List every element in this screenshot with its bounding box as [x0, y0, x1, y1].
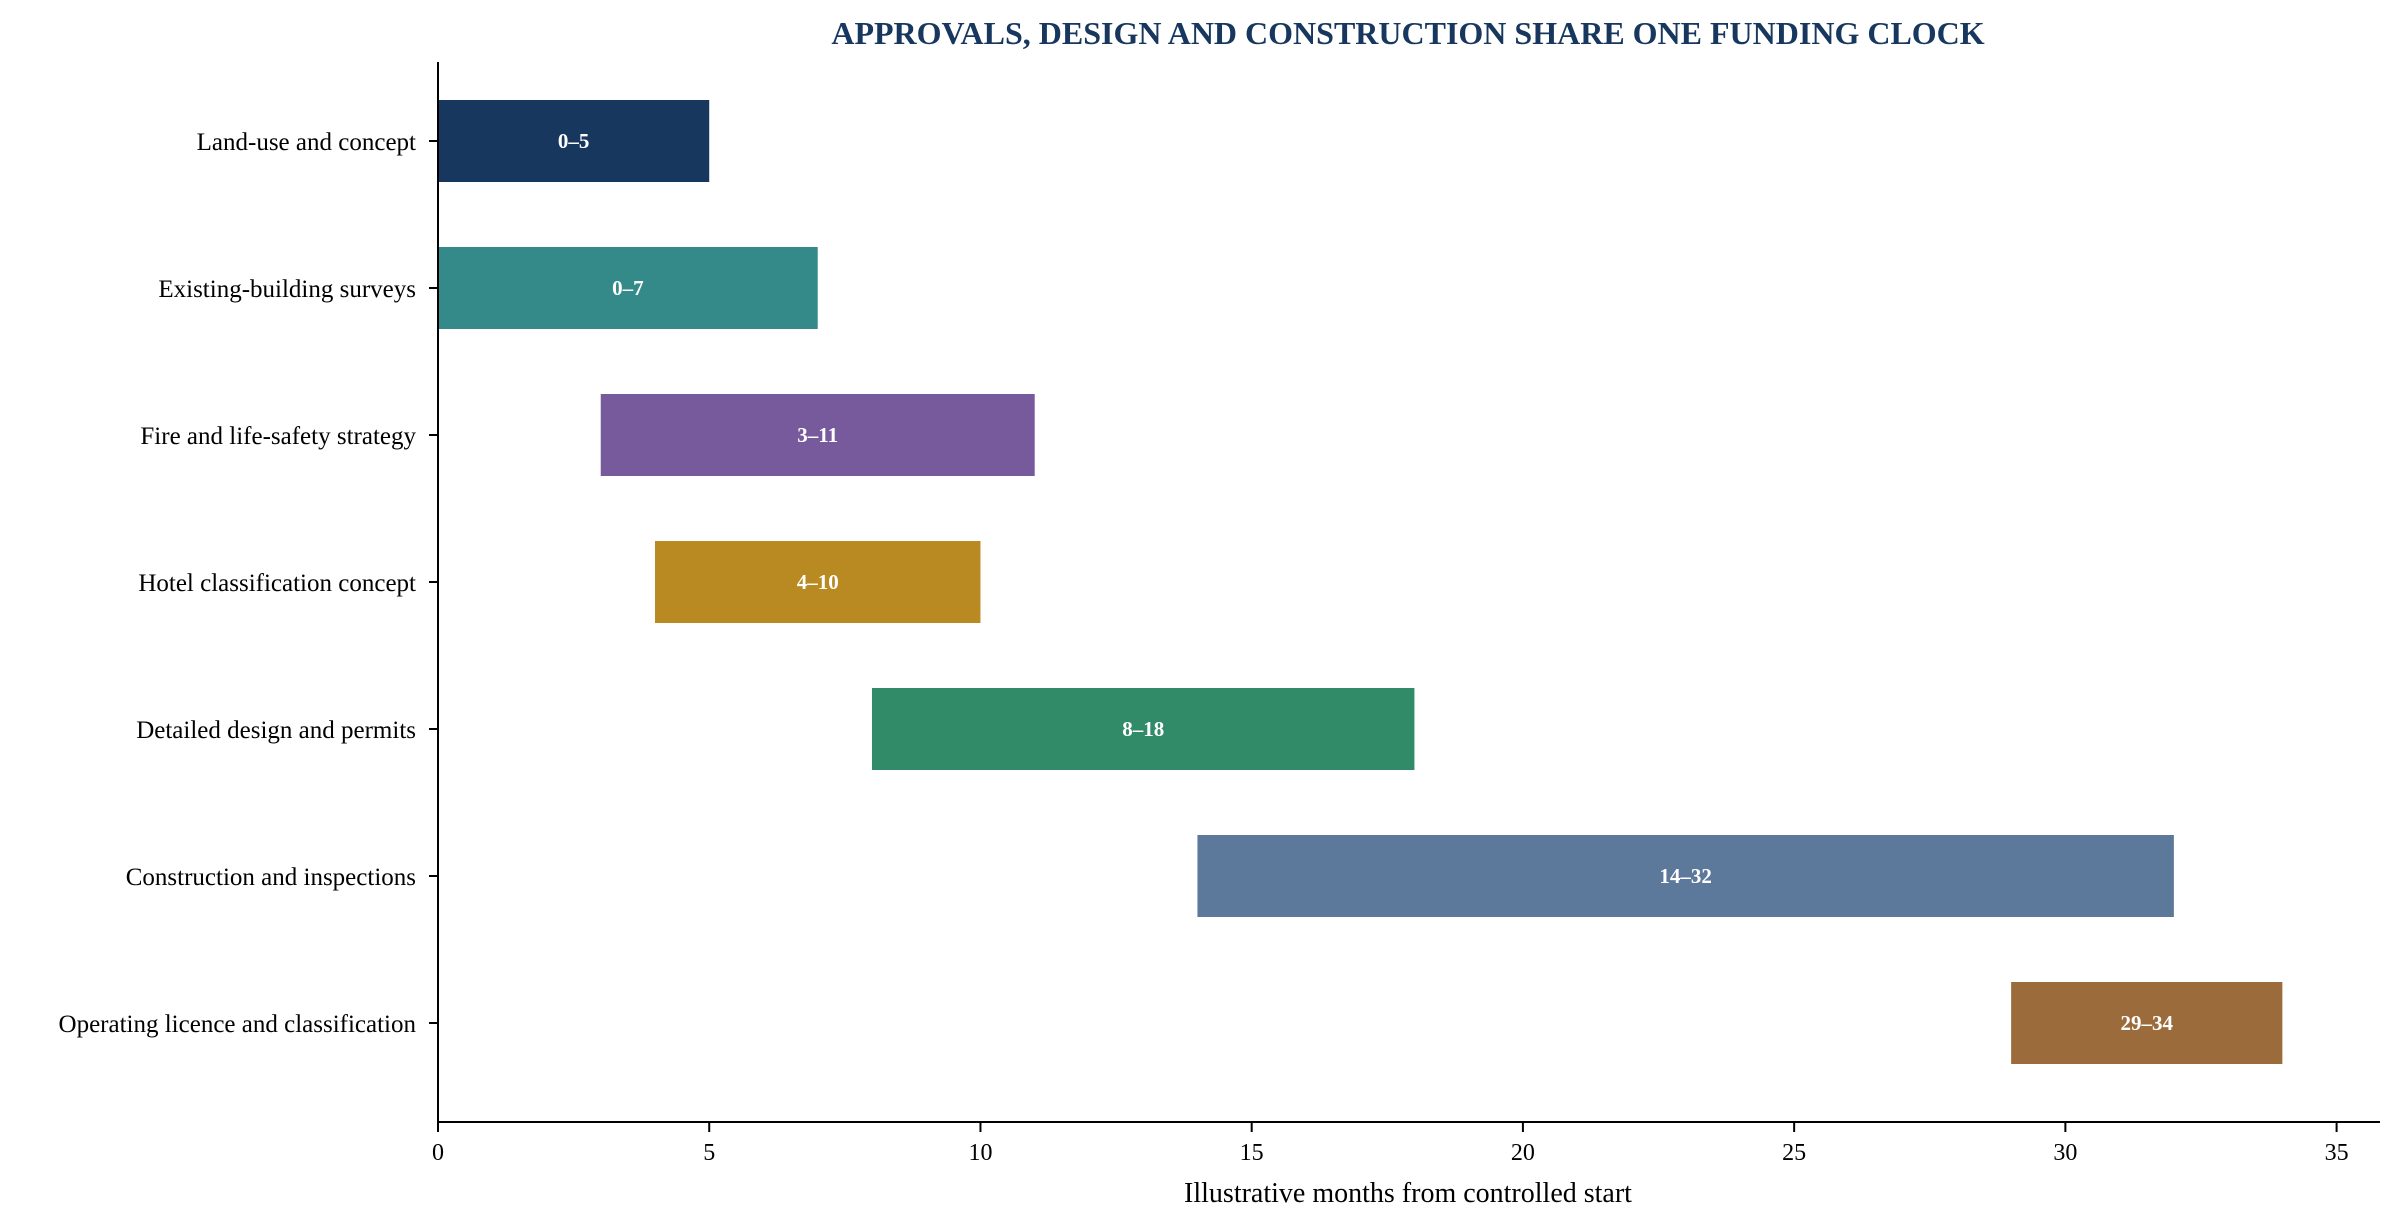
x-tick-label-15: 15 [1240, 1140, 1264, 1166]
x-tick-label-25: 25 [1782, 1140, 1806, 1166]
bar-label-5: 8–18 [1122, 717, 1164, 741]
bar-label-2: 0–7 [612, 276, 644, 300]
category-label-7: Operating licence and classification [59, 1011, 417, 1038]
category-label-4: Hotel classification concept [138, 570, 416, 597]
category-label-2: Existing-building surveys [158, 276, 416, 303]
x-axis-title: Illustrative months from controlled star… [1184, 1178, 1632, 1209]
bar-label-7: 29–34 [2120, 1011, 2173, 1035]
bar-6 [1197, 835, 2174, 917]
category-label-1: Land-use and concept [197, 129, 416, 156]
bars-layer: 0–5 0–7 3–11 4–10 8–18 14–32 29–34 [438, 100, 2283, 1064]
x-axis-ticks: 0 5 10 15 20 25 30 35 [432, 1122, 2349, 1166]
bar-4 [654, 541, 981, 623]
x-tick-label-30: 30 [2053, 1140, 2077, 1166]
x-tick-label-0: 0 [432, 1140, 444, 1166]
bar-label-3: 3–11 [797, 423, 838, 447]
bar-1 [438, 100, 710, 182]
bar-7 [2011, 982, 2283, 1064]
x-tick-label-5: 5 [703, 1140, 715, 1166]
x-tick-label-35: 35 [2325, 1140, 2349, 1166]
bar-label-1: 0–5 [558, 129, 590, 153]
category-label-3: Fire and life-safety strategy [140, 423, 416, 450]
category-labels: Land-use and concept Existing-building su… [59, 129, 438, 1038]
category-label-5: Detailed design and permits [136, 717, 416, 744]
bar-label-4: 4–10 [797, 570, 839, 594]
x-tick-label-10: 10 [968, 1140, 992, 1166]
bar-label-6: 14–32 [1659, 864, 1712, 888]
x-tick-label-20: 20 [1511, 1140, 1535, 1166]
bar-5 [871, 688, 1415, 770]
axes [437, 62, 2380, 1123]
bar-3 [600, 394, 1035, 476]
chart-title: APPROVALS, DESIGN AND CONSTRUCTION SHARE… [831, 15, 1984, 51]
category-label-6: Construction and inspections [126, 864, 416, 891]
bar-2 [438, 247, 818, 329]
